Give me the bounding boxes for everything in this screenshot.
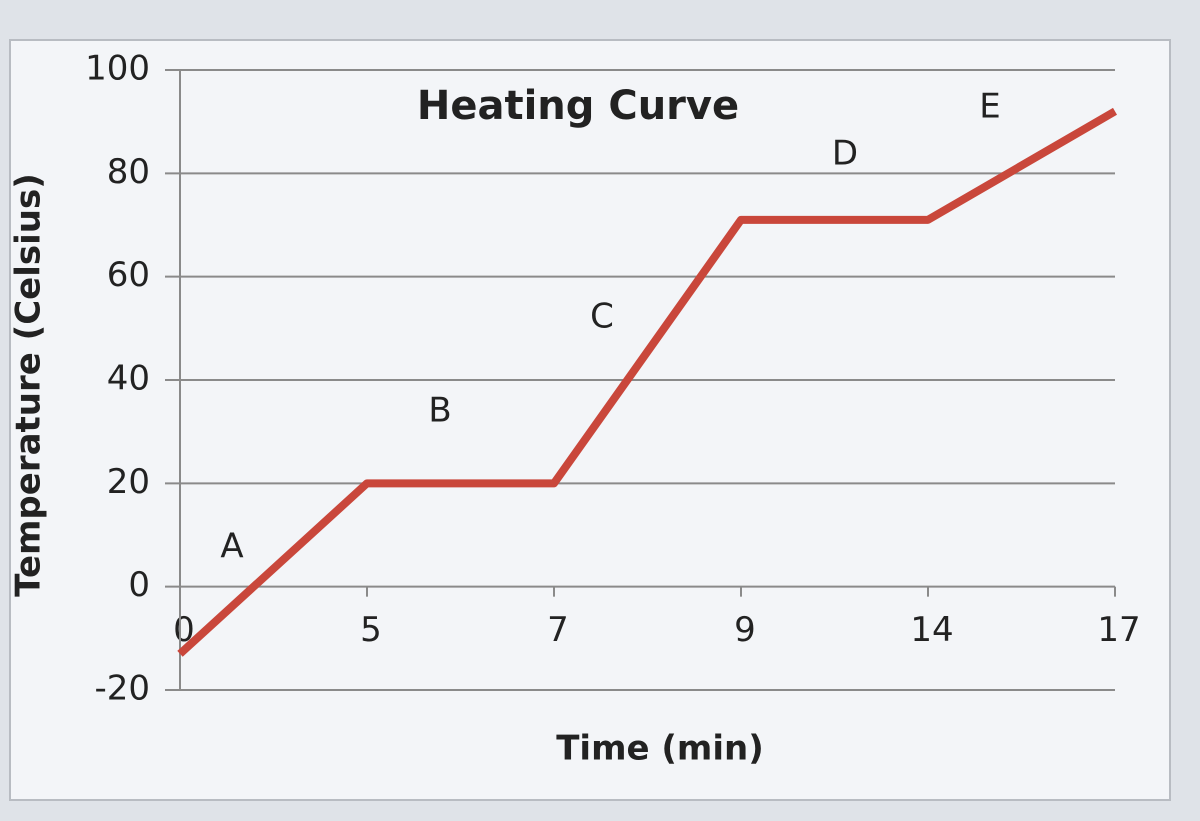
x-tick-label: 5 <box>360 610 382 650</box>
y-tick-label: 80 <box>107 152 150 192</box>
annotation: D <box>832 134 858 174</box>
y-axis-label: Temperature (Celsius) <box>9 173 49 596</box>
y-tick-label: -20 <box>94 669 150 709</box>
x-tick-label: 9 <box>734 610 756 650</box>
x-tick-label: 7 <box>547 610 569 650</box>
y-tick-label: 20 <box>107 462 150 502</box>
y-tick-label: 0 <box>128 565 150 605</box>
x-tick-label: 14 <box>910 610 953 650</box>
x-tick-label: 17 <box>1097 610 1140 650</box>
y-tick-label: 100 <box>85 49 150 89</box>
chart-area <box>9 39 1171 801</box>
x-axis-label: Time (min) <box>556 729 764 769</box>
data-line <box>177 107 1118 657</box>
y-tick-label: 40 <box>107 359 150 399</box>
annotation: A <box>220 527 243 567</box>
annotation: C <box>590 297 614 337</box>
annotation: B <box>428 391 451 431</box>
chart-title: Heating Curve <box>417 83 739 129</box>
y-tick-label: 60 <box>107 255 150 295</box>
annotation: E <box>979 87 1000 127</box>
